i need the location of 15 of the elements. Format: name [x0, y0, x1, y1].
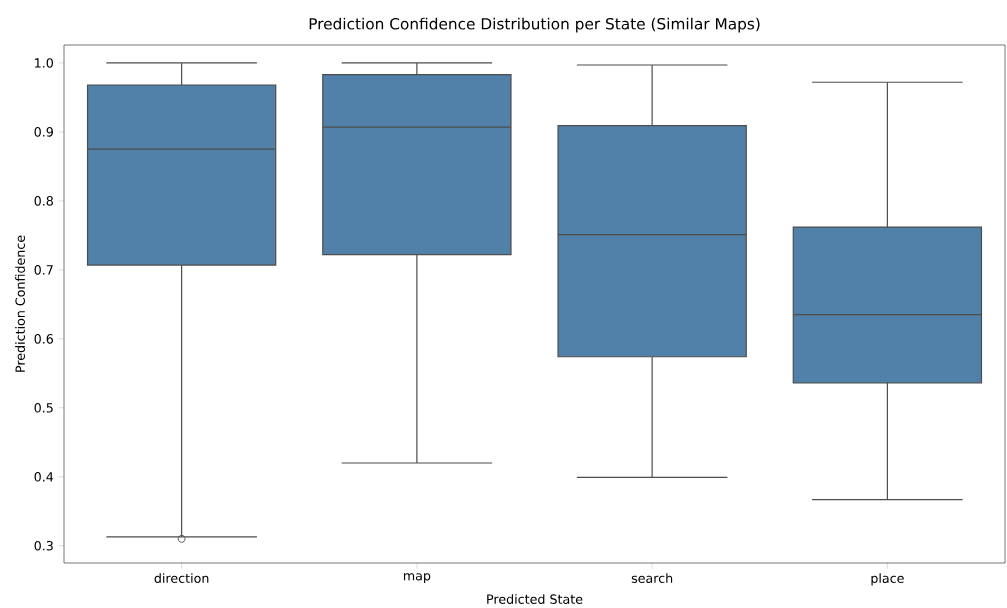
x-tick-label: search: [631, 573, 673, 583]
y-tick-label: 0.3: [34, 540, 53, 551]
x-tick-label: place: [871, 573, 904, 586]
x-tick-label: map: [403, 573, 431, 583]
y-tick-label: 0.4: [34, 471, 54, 482]
x-axis-title: Predicted State: [487, 594, 583, 604]
chart-title: Prediction Confidence Distribution per State (Similar Maps): [309, 17, 760, 33]
y-tick-label: 0.9: [34, 127, 53, 137]
y-tick-label: 0.5: [34, 403, 53, 413]
y-axis-title: Prediction Confidence: [15, 235, 25, 372]
y-tick-label: 0.8: [34, 196, 53, 206]
y-tick-label: 1.0: [35, 58, 53, 68]
y-tick-label: 0.6: [34, 334, 54, 344]
y-tick-label: 0.7: [34, 265, 53, 275]
x-tick-label: direction: [154, 573, 209, 583]
